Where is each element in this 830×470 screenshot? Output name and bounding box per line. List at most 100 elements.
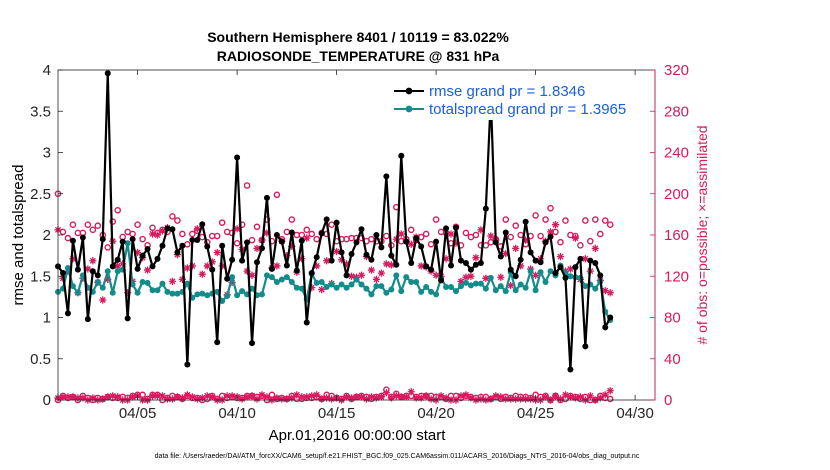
rmse-point xyxy=(268,265,275,272)
totalspread-point xyxy=(393,272,400,279)
assimilated-obs-marker-low xyxy=(527,395,535,403)
totalspread-point xyxy=(592,285,599,292)
assimilated-obs-marker-low xyxy=(293,391,301,399)
possible-obs-marker xyxy=(432,216,440,223)
totalspread-point xyxy=(398,288,405,295)
rmse-point xyxy=(263,194,270,201)
rmse-point xyxy=(293,267,300,274)
assimilated-obs-marker-low xyxy=(497,393,505,401)
totalspread-point xyxy=(114,268,121,275)
assimilated-obs-marker-low xyxy=(352,393,361,401)
assimilated-obs-marker xyxy=(357,271,366,279)
rmse-point xyxy=(542,239,549,246)
assimilated-obs-marker xyxy=(99,296,107,304)
totalspread-point xyxy=(497,283,504,290)
chart-title: Southern Hemisphere 8401 / 10119 = 83.02… xyxy=(207,29,509,45)
totalspread-point xyxy=(532,287,539,294)
possible-obs-marker xyxy=(582,217,589,224)
rmse-point xyxy=(552,269,559,276)
rmse-point xyxy=(174,249,181,256)
rmse-point xyxy=(298,237,305,244)
assimilated-obs-marker-low xyxy=(571,394,579,402)
rmse-point xyxy=(433,238,440,245)
rmse-point xyxy=(587,257,594,264)
rmse-point xyxy=(184,361,191,368)
rmse-point xyxy=(273,232,280,238)
possible-obs-marker xyxy=(243,182,251,189)
assimilated-obs-marker xyxy=(323,257,331,265)
assimilated-obs-marker-low xyxy=(193,395,201,403)
totalspread-point xyxy=(313,279,320,286)
assimilated-obs-marker-low xyxy=(178,394,186,402)
possible-obs-marker xyxy=(577,242,584,249)
possible-obs-marker xyxy=(592,216,599,223)
rmse-point xyxy=(353,239,360,246)
assimilated-obs-marker xyxy=(566,265,575,273)
totalspread-point xyxy=(482,285,489,292)
y-tick-label: 2 xyxy=(43,227,51,244)
totalspread-point xyxy=(358,281,365,288)
assimilated-obs-marker xyxy=(377,269,385,277)
assimilated-obs-marker xyxy=(208,258,216,266)
rmse-point xyxy=(74,266,81,273)
rmse-point xyxy=(398,152,405,159)
possible-obs-marker xyxy=(64,234,72,242)
totalspread-point xyxy=(273,279,280,286)
assimilated-obs-marker xyxy=(372,275,380,283)
totalspread-point xyxy=(542,279,549,286)
rmse-point xyxy=(423,263,430,270)
rmse-point xyxy=(567,366,574,373)
assimilated-obs-marker-low xyxy=(263,393,271,401)
assimilated-obs-marker-low xyxy=(114,393,122,401)
rmse-point xyxy=(383,173,390,180)
assimilated-obs-marker-low xyxy=(392,392,400,400)
y2-tick-label: 320 xyxy=(664,62,689,79)
rmse-point xyxy=(413,235,420,242)
totalspread-point xyxy=(333,284,340,291)
rmse-point xyxy=(308,269,315,276)
rmse-point xyxy=(219,242,226,249)
totalspread-point xyxy=(149,287,156,294)
totalspread-point xyxy=(383,289,390,296)
rmse-point xyxy=(189,236,196,243)
totalspread-point xyxy=(338,281,345,288)
assimilated-obs-marker-low xyxy=(203,392,211,400)
rmse-point xyxy=(358,226,365,233)
totalspread-point xyxy=(74,289,81,296)
assimilated-obs-marker xyxy=(532,271,540,279)
rmse-point xyxy=(288,229,295,236)
assimilated-obs-marker xyxy=(134,248,142,257)
legend-label-totalspread: totalspread grand pr = 1.3965 xyxy=(429,101,626,118)
possible-obs-marker xyxy=(547,204,554,212)
assimilated-obs-marker xyxy=(228,278,236,287)
rmse-point xyxy=(507,266,514,273)
assimilated-obs-marker-low xyxy=(288,394,296,402)
assimilated-obs-marker xyxy=(143,266,152,274)
totalspread-point xyxy=(457,283,464,290)
rmse-point xyxy=(602,324,609,331)
rmse-point xyxy=(482,205,489,212)
rmse-point xyxy=(179,242,186,249)
totalspread-point xyxy=(323,283,330,290)
assimilated-obs-marker xyxy=(432,271,440,279)
y-axis-label: rmse and totalspread xyxy=(10,165,27,306)
assimilated-obs-marker-low xyxy=(442,394,450,402)
totalspread-point xyxy=(159,280,166,287)
assimilated-obs-marker-low xyxy=(457,392,465,400)
possible-obs-marker xyxy=(383,232,390,240)
legend-label-rmse: rmse grand pr = 1.8346 xyxy=(429,83,585,100)
possible-obs-marker xyxy=(422,230,430,238)
assimilated-obs-marker-low xyxy=(208,393,216,401)
assimilated-obs-marker-low xyxy=(566,393,575,401)
rmse-point xyxy=(209,266,216,273)
rmse-point xyxy=(59,269,66,276)
totalspread-point xyxy=(283,274,290,281)
rmse-point xyxy=(343,272,350,279)
totalspread-point xyxy=(249,285,256,292)
assimilated-obs-marker xyxy=(308,283,316,292)
rmse-point xyxy=(418,243,425,250)
totalspread-point xyxy=(224,293,231,300)
rmse-point xyxy=(333,219,340,226)
assimilated-obs-marker xyxy=(288,242,296,250)
assimilated-obs-marker-low xyxy=(328,395,336,403)
